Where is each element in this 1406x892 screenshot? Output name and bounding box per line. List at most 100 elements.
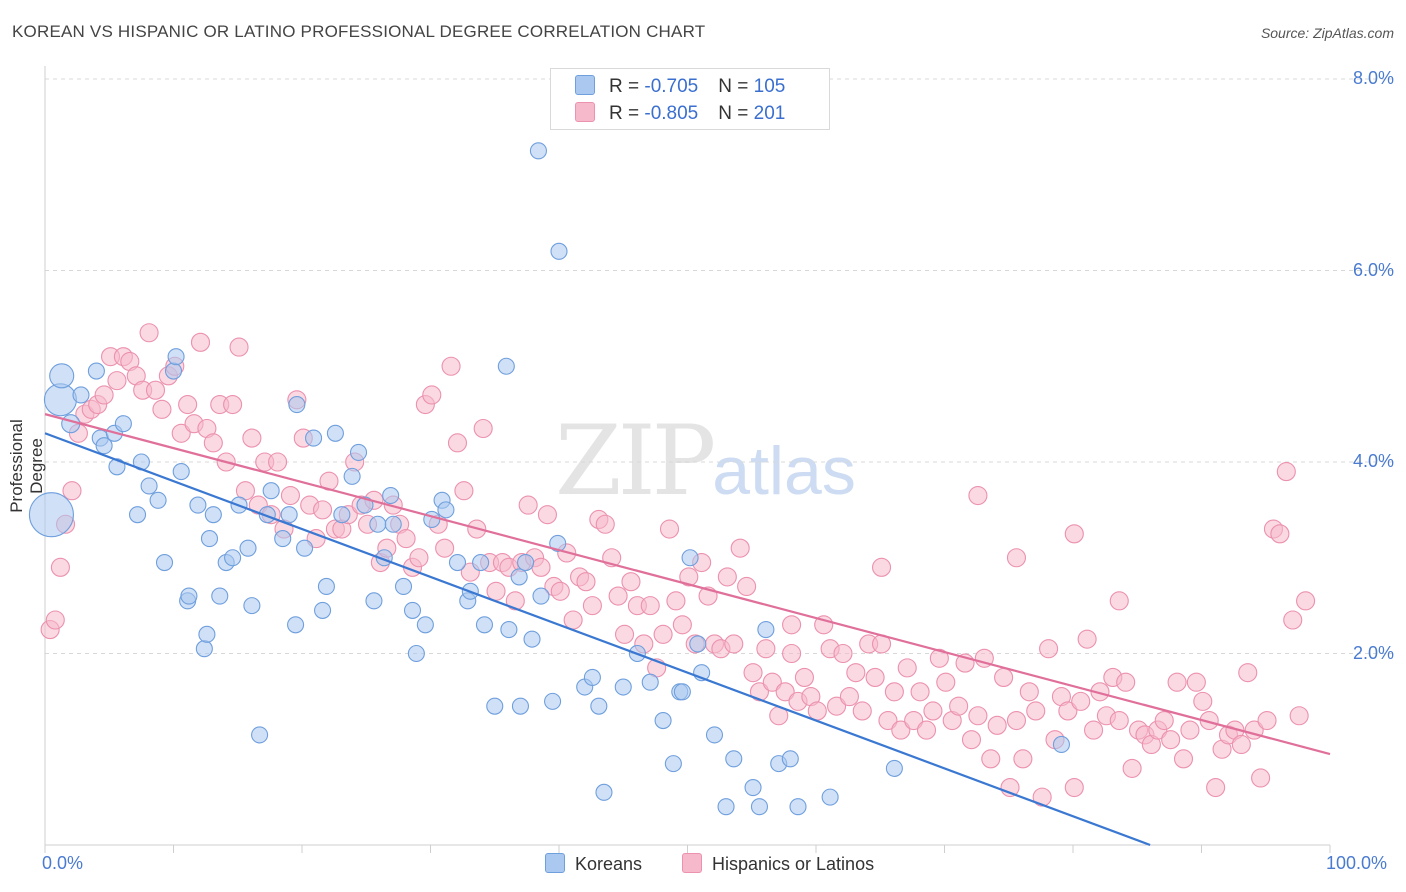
hispanic-point [1161, 730, 1181, 750]
hispanic-point [1296, 591, 1316, 611]
korean-point [296, 539, 314, 557]
hispanic-point [756, 639, 776, 659]
hispanic-point [749, 682, 770, 702]
hispanic-point [968, 485, 988, 506]
hispanic-point [1058, 701, 1078, 721]
korean-point [149, 491, 167, 509]
hispanic-point [531, 557, 551, 577]
hispanic-point [1167, 672, 1187, 692]
hispanic-point [145, 380, 166, 400]
hispanic-point [396, 529, 416, 549]
korean-point [314, 601, 332, 619]
korean-point [394, 577, 413, 596]
hispanic-point [280, 485, 300, 506]
hispanic-point [775, 682, 795, 702]
korean-point [140, 477, 158, 495]
hispanic-point [807, 701, 827, 721]
korean-point [243, 597, 261, 615]
korean-point [757, 621, 775, 639]
hispanic-point [833, 643, 853, 664]
korean-point [356, 496, 374, 514]
korean-point [349, 443, 368, 461]
hispanic-point [916, 720, 937, 740]
y-tick-label: 2.0% [1352, 642, 1394, 663]
korean-point [550, 242, 568, 260]
legend-n-label: N = [718, 103, 754, 124]
hispanic-point [961, 730, 982, 750]
bottom-legend-swatch-koreans [545, 853, 565, 873]
korean-point [28, 492, 74, 538]
korean-point [744, 778, 762, 797]
y-axis-label: Professional Degree [7, 419, 46, 513]
hispanic-point [762, 672, 782, 692]
hispanic-point [827, 696, 847, 716]
korean-point [87, 362, 105, 380]
hispanic-point [981, 749, 1001, 769]
hispanic-point [563, 610, 583, 630]
korean-point [595, 783, 613, 801]
hispanic-point [878, 710, 898, 731]
korean-point [189, 496, 207, 514]
bottom-legend-label-koreans: Koreans [575, 854, 643, 874]
korean-point [437, 501, 455, 519]
hispanic-point [923, 701, 943, 721]
hispanic-point [730, 538, 750, 558]
legend-row-hispanics: R = -0.805 N = 201 [575, 102, 785, 125]
korean-point [654, 711, 672, 730]
korean-point [43, 383, 77, 417]
hispanic-point [409, 548, 429, 568]
hispanic-point [1013, 749, 1033, 769]
hispanic-point [1084, 720, 1104, 740]
hispanic-point [94, 385, 114, 405]
hispanic-point [139, 323, 159, 343]
hispanic-point [171, 423, 191, 443]
bottom-legend-koreans: Koreans [545, 853, 642, 875]
korean-point [114, 415, 132, 433]
korean-point [510, 568, 528, 586]
korean-point [475, 616, 494, 634]
korean-point [673, 683, 691, 701]
korean-point [164, 362, 183, 380]
hispanic-point [1289, 706, 1309, 726]
hispanic-point [1186, 672, 1206, 692]
legend-r-label: R = [609, 103, 645, 124]
y-tick-label: 8.0% [1352, 68, 1394, 88]
hispanic-point [852, 701, 872, 721]
hispanic-point [62, 481, 82, 501]
stats-legend: R = -0.705 N = 105 R = -0.805 N = 201 [550, 68, 830, 130]
hispanic-point [473, 418, 493, 439]
korean-point [172, 463, 190, 481]
legend-row-koreans: R = -0.705 N = 105 [575, 75, 785, 98]
hispanic-point [1122, 758, 1142, 778]
hispanic-point [441, 356, 461, 376]
korean-point [198, 625, 216, 643]
hispanic-point [839, 687, 859, 707]
hispanic-point [717, 567, 737, 587]
korean-point [511, 697, 530, 715]
watermark-atlas: atlas [712, 433, 856, 509]
korean-point [211, 587, 229, 605]
korean-point [262, 482, 280, 500]
hispanic-point [447, 433, 468, 453]
hispanic-point [871, 557, 892, 577]
hispanic-point [537, 505, 557, 525]
hispanic-point [190, 332, 211, 352]
hispanic-point [659, 519, 680, 539]
korean-point [497, 357, 515, 375]
korean-point [326, 424, 344, 442]
korean-point [287, 616, 305, 634]
hispanic-point [422, 385, 442, 405]
hispanic-point [576, 572, 596, 592]
hispanic-point [1006, 710, 1027, 731]
hispanic-point [936, 672, 956, 692]
hispanic-point [724, 634, 744, 654]
hispanic-point [1071, 691, 1091, 711]
hispanic-point [897, 658, 917, 678]
korean-point [705, 726, 724, 744]
hispanic-point [505, 591, 525, 611]
hispanic-point [884, 682, 904, 702]
hispanic-point [454, 481, 474, 501]
korean-point [128, 506, 147, 524]
hispanic-point [1180, 720, 1200, 740]
